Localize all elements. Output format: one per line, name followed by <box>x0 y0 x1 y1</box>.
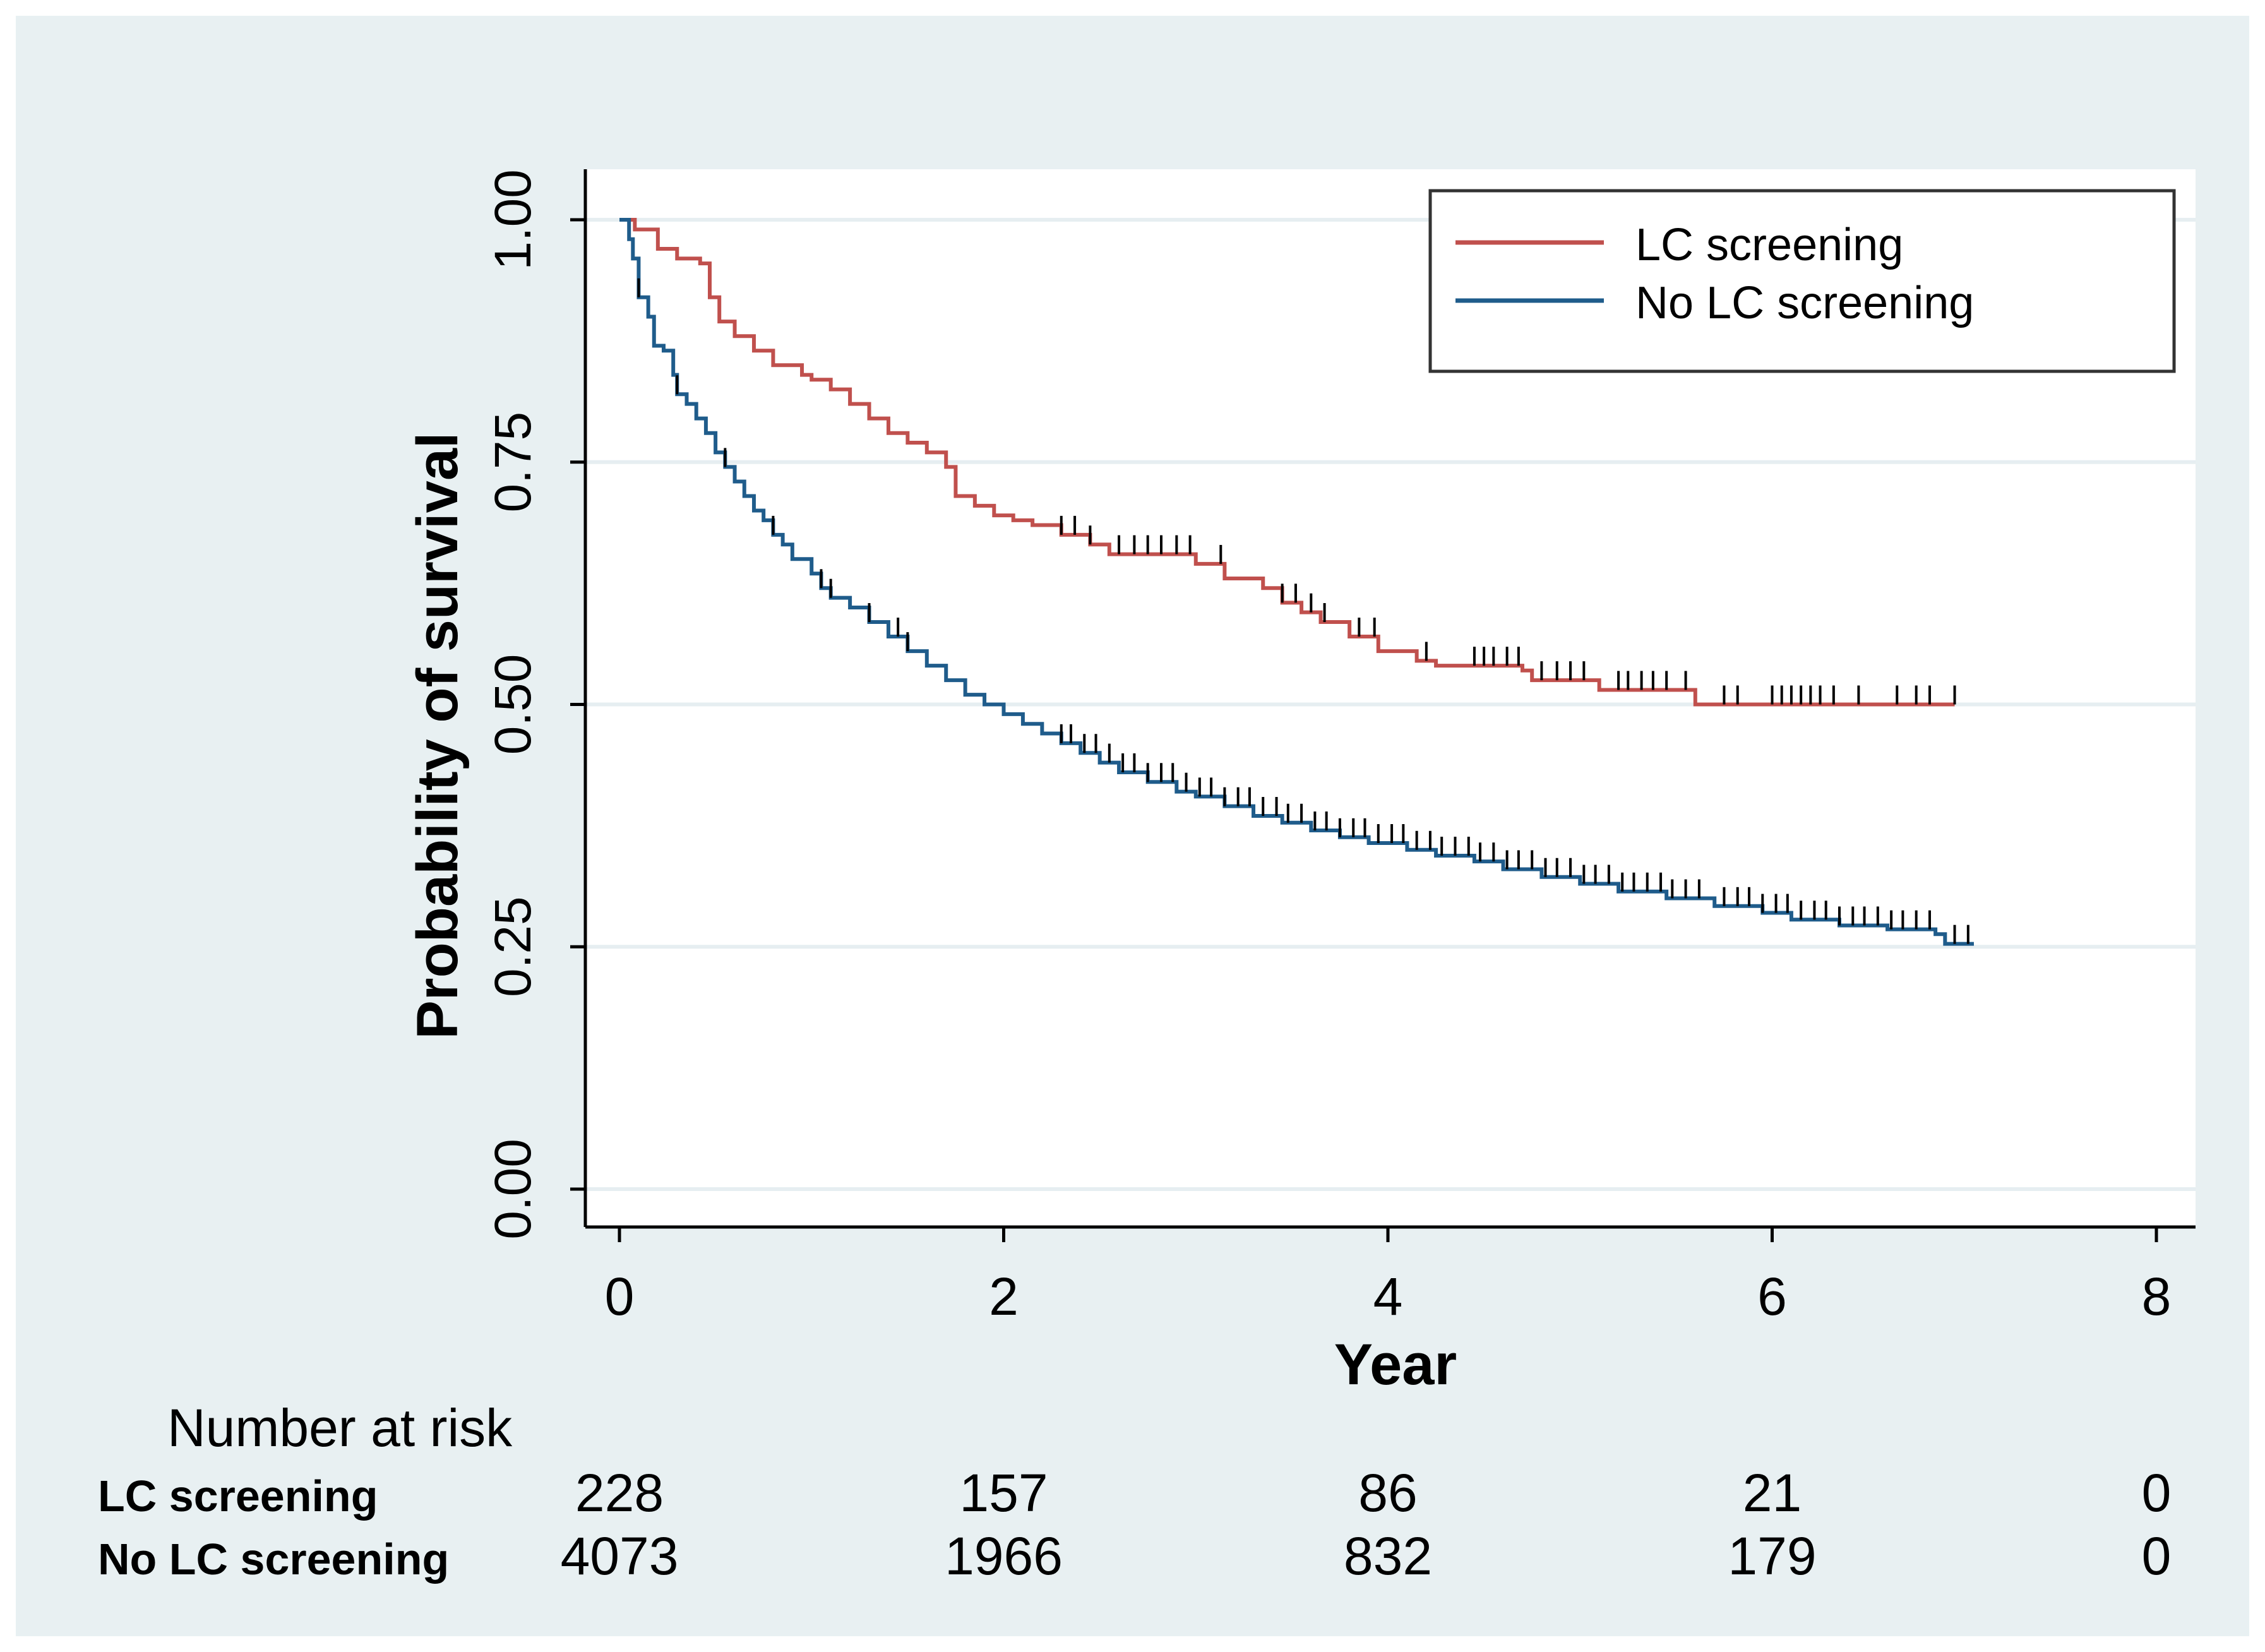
survival-curve-lc-screening <box>619 218 1955 707</box>
risk-count: 832 <box>1344 1526 1432 1586</box>
risk-count: 1966 <box>945 1526 1063 1586</box>
legend-box <box>1428 189 2176 373</box>
y-tick-label: 0.50 <box>484 654 542 755</box>
x-tick-label: 4 <box>1373 1267 1403 1326</box>
y-tick-label: 0.25 <box>484 896 542 997</box>
y-axis-title: Probability of survival <box>405 432 470 1039</box>
x-tick-label: 0 <box>605 1267 635 1326</box>
legend-label: LC screening <box>1635 220 1903 270</box>
survival-curve-no-lc-screening <box>619 218 1974 946</box>
risk-count: 0 <box>2142 1463 2172 1523</box>
legend-label: No LC screening <box>1635 278 1974 328</box>
y-tick-label: 1.00 <box>484 169 542 270</box>
risk-count: 179 <box>1728 1526 1816 1586</box>
risk-count: 86 <box>1358 1463 1417 1523</box>
y-tick-label: 0.75 <box>484 412 542 513</box>
risk-row-label: LC screening <box>98 1471 378 1521</box>
x-axis-title: Year <box>1334 1332 1457 1397</box>
risk-count: 21 <box>1743 1463 1802 1523</box>
risk-count: 4073 <box>561 1526 679 1586</box>
risk-row-label: No LC screening <box>98 1535 449 1584</box>
risk-count: 228 <box>575 1463 664 1523</box>
x-tick-label: 6 <box>1757 1267 1787 1326</box>
x-tick-label: 2 <box>989 1267 1019 1326</box>
risk-count: 157 <box>959 1463 1048 1523</box>
x-tick-label: 8 <box>2142 1267 2172 1326</box>
y-tick-label: 0.00 <box>484 1139 542 1240</box>
risk-count: 0 <box>2142 1526 2172 1586</box>
risk-table-title: Number at risk <box>167 1398 513 1457</box>
